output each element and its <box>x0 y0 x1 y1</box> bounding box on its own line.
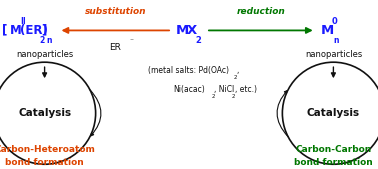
Text: Catalysis: Catalysis <box>307 108 360 118</box>
Text: , NiCl: , NiCl <box>214 85 234 94</box>
Text: [: [ <box>2 24 7 37</box>
Text: ]: ] <box>41 24 46 37</box>
Text: n: n <box>46 36 52 45</box>
Text: nanoparticles: nanoparticles <box>16 50 73 59</box>
Text: n: n <box>333 36 339 45</box>
Text: ,: , <box>236 66 239 76</box>
Text: (ER): (ER) <box>20 24 48 37</box>
Text: 2: 2 <box>232 94 235 99</box>
Text: substitution: substitution <box>85 7 146 16</box>
Text: 2: 2 <box>211 94 215 99</box>
Text: 0: 0 <box>331 17 337 26</box>
Text: ER: ER <box>109 43 121 52</box>
Text: nanoparticles: nanoparticles <box>305 50 362 59</box>
Text: (metal salts: Pd(OAc): (metal salts: Pd(OAc) <box>149 66 229 76</box>
Text: Ni(acac): Ni(acac) <box>173 85 205 94</box>
Text: , etc.): , etc.) <box>235 85 257 94</box>
Text: Carbon-Heteroatom: Carbon-Heteroatom <box>0 145 95 154</box>
Text: M: M <box>176 24 189 37</box>
Text: 2: 2 <box>234 75 237 80</box>
Text: II: II <box>20 17 26 26</box>
Text: reduction: reduction <box>237 7 285 16</box>
Text: 2: 2 <box>196 36 202 45</box>
Text: bond formation: bond formation <box>294 158 373 167</box>
Text: bond formation: bond formation <box>5 158 84 167</box>
Text: M: M <box>321 24 334 37</box>
Text: X: X <box>187 24 197 37</box>
Text: Catalysis: Catalysis <box>18 108 71 118</box>
Text: 2: 2 <box>39 36 44 45</box>
Text: Carbon-Carbon: Carbon-Carbon <box>295 145 372 154</box>
Text: ⁻: ⁻ <box>130 36 134 45</box>
Text: M: M <box>9 24 21 37</box>
